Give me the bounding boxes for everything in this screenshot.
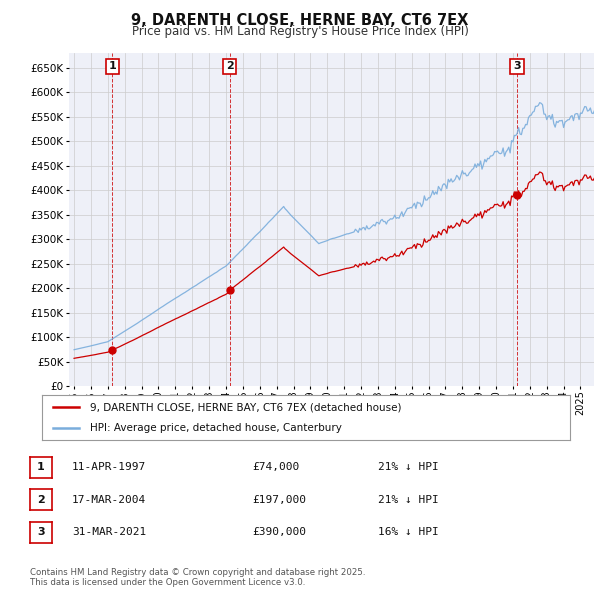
Text: £390,000: £390,000 — [252, 527, 306, 537]
Text: 1: 1 — [37, 463, 44, 472]
Text: 21% ↓ HPI: 21% ↓ HPI — [378, 463, 439, 472]
Text: 9, DARENTH CLOSE, HERNE BAY, CT6 7EX (detached house): 9, DARENTH CLOSE, HERNE BAY, CT6 7EX (de… — [89, 402, 401, 412]
Text: 2: 2 — [226, 61, 233, 71]
Text: Price paid vs. HM Land Registry's House Price Index (HPI): Price paid vs. HM Land Registry's House … — [131, 25, 469, 38]
Text: 2: 2 — [37, 495, 44, 504]
Text: 21% ↓ HPI: 21% ↓ HPI — [378, 495, 439, 504]
Text: 3: 3 — [513, 61, 521, 71]
Text: £74,000: £74,000 — [252, 463, 299, 472]
Text: Contains HM Land Registry data © Crown copyright and database right 2025.
This d: Contains HM Land Registry data © Crown c… — [30, 568, 365, 587]
Text: 11-APR-1997: 11-APR-1997 — [72, 463, 146, 472]
Text: 9, DARENTH CLOSE, HERNE BAY, CT6 7EX: 9, DARENTH CLOSE, HERNE BAY, CT6 7EX — [131, 13, 469, 28]
Text: 16% ↓ HPI: 16% ↓ HPI — [378, 527, 439, 537]
Text: 31-MAR-2021: 31-MAR-2021 — [72, 527, 146, 537]
Text: HPI: Average price, detached house, Canterbury: HPI: Average price, detached house, Cant… — [89, 422, 341, 432]
Text: 3: 3 — [37, 527, 44, 537]
Text: 17-MAR-2004: 17-MAR-2004 — [72, 495, 146, 504]
Text: £197,000: £197,000 — [252, 495, 306, 504]
Text: 1: 1 — [109, 61, 116, 71]
